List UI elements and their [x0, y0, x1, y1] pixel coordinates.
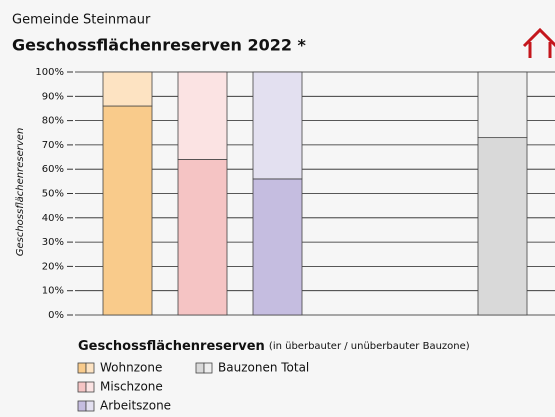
- y-tick-label: 60%: [42, 164, 64, 175]
- bar-segment: [252, 178, 303, 316]
- legend-swatch: [77, 400, 87, 412]
- y-tick-label: 0%: [48, 310, 64, 321]
- bar-segment: [177, 71, 228, 160]
- y-tick-label: 70%: [42, 140, 64, 151]
- legend-title: Geschossflächenreserven (in überbauter /…: [78, 339, 470, 354]
- logo: [522, 27, 555, 58]
- y-tick-label: 30%: [42, 237, 64, 248]
- legend-label: Bauzonen Total: [218, 361, 309, 375]
- legend-label: Arbeitszone: [100, 399, 171, 413]
- legend-label: Mischzone: [100, 380, 163, 394]
- legend-swatch: [77, 381, 87, 393]
- legend-note: (in überbauter / unüberbauter Bauzone): [269, 341, 470, 352]
- legend-swatch: [195, 362, 205, 374]
- y-tick-label: 80%: [42, 116, 64, 127]
- chart-subtitle: Gemeinde Steinmaur: [12, 13, 151, 28]
- bar-segment: [177, 159, 228, 316]
- legend-swatch: [85, 381, 95, 393]
- bar-segment: [102, 71, 153, 107]
- y-tick-label: 40%: [42, 213, 64, 224]
- y-tick-label: 20%: [42, 261, 64, 272]
- y-tick-label: 50%: [42, 189, 64, 200]
- chart-title: Geschossflächenreserven 2022 *: [12, 36, 307, 55]
- bar-segment: [477, 137, 528, 316]
- y-axis-label: Geschossflächenreserven: [15, 128, 26, 257]
- bar-segment: [252, 71, 303, 180]
- legend-swatch: [85, 362, 95, 374]
- legend-swatch: [203, 362, 213, 374]
- legend-label: Wohnzone: [100, 361, 162, 375]
- bar-segment: [102, 105, 153, 316]
- legend-title-main: Geschossflächenreserven: [78, 339, 265, 354]
- legend-swatch: [85, 400, 95, 412]
- legend-swatch: [77, 362, 87, 374]
- bar-segment: [477, 71, 528, 139]
- y-tick-label: 10%: [42, 286, 64, 297]
- y-tick-label: 90%: [42, 91, 64, 102]
- y-tick-label: 100%: [35, 67, 64, 78]
